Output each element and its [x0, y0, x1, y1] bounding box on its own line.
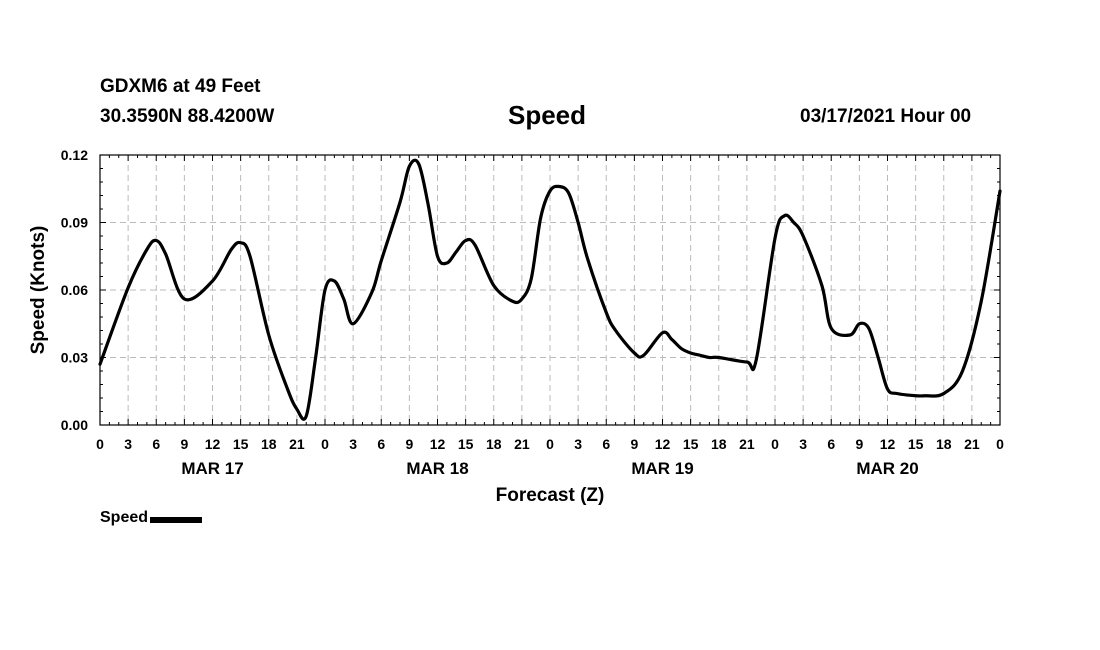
x-tick-label: 12 [655, 436, 671, 452]
day-label: MAR 17 [181, 459, 243, 478]
x-tick-label: 0 [996, 436, 1004, 452]
day-label: MAR 19 [631, 459, 693, 478]
y-tick-label: 0.09 [61, 215, 88, 231]
y-tick-labels: 0.00 0.03 0.06 0.09 0.12 [61, 147, 88, 433]
chart-title: Speed [508, 100, 587, 130]
legend-label: Speed [100, 509, 149, 526]
x-tick-label: 15 [233, 436, 249, 452]
plot-frame [99, 154, 1001, 426]
x-tick-label: 18 [486, 436, 502, 452]
x-tick-label: 21 [289, 436, 305, 452]
forecast-datetime: 03/17/2021 Hour 00 [800, 106, 972, 127]
x-tick-label: 21 [964, 436, 980, 452]
x-tick-label: 18 [936, 436, 952, 452]
x-tick-label: 9 [180, 436, 188, 452]
x-tick-label: 6 [827, 436, 835, 452]
x-tick-label: 9 [855, 436, 863, 452]
day-label: MAR 18 [406, 459, 468, 478]
grid [100, 155, 1000, 425]
day-label: MAR 20 [856, 459, 918, 478]
x-tick-label: 6 [377, 436, 385, 452]
x-tick-label: 0 [96, 436, 104, 452]
x-tick-label: 21 [739, 436, 755, 452]
x-tick-label: 0 [546, 436, 554, 452]
day-labels: MAR 17 MAR 18 MAR 19 MAR 20 [181, 459, 918, 478]
x-tick-label: 0 [321, 436, 329, 452]
x-tick-label: 3 [574, 436, 582, 452]
x-tick-label: 9 [405, 436, 413, 452]
y-axis-title: Speed (Knots) [28, 226, 49, 355]
y-tick-label: 0.00 [61, 417, 88, 433]
legend-line-swatch [150, 517, 203, 523]
x-axis-title: Forecast (Z) [496, 485, 605, 506]
y-tick-label: 0.03 [61, 350, 88, 366]
x-tick-label: 6 [152, 436, 160, 452]
y-tick-label: 0.06 [61, 282, 88, 298]
x-tick-label: 15 [458, 436, 474, 452]
x-tick-label: 3 [124, 436, 132, 452]
x-tick-label: 12 [880, 436, 896, 452]
x-tick-label: 3 [349, 436, 357, 452]
x-tick-label: 18 [711, 436, 727, 452]
x-tick-label: 6 [602, 436, 610, 452]
x-tick-labels: 0 3 6 9 12 15 18 21 0 3 6 9 12 15 18 21 0 3 6 9 12 15 18 21 0 3 6 9… [96, 436, 1004, 452]
y-tick-label: 0.12 [61, 147, 88, 163]
x-tick-label: 21 [514, 436, 530, 452]
speed-series-line [98, 158, 1002, 421]
x-tick-label: 15 [683, 436, 699, 452]
x-tick-label: 18 [261, 436, 277, 452]
x-tick-label: 3 [799, 436, 807, 452]
station-coordinates: 30.3590N 88.4200W [100, 106, 275, 127]
x-tick-label: 9 [630, 436, 638, 452]
x-tick-label: 12 [430, 436, 446, 452]
legend: Speed [100, 509, 203, 527]
x-tick-label: 0 [771, 436, 779, 452]
x-tick-label: 15 [908, 436, 924, 452]
station-title: GDXM6 at 49 Feet [100, 76, 261, 97]
x-tick-label: 12 [205, 436, 221, 452]
